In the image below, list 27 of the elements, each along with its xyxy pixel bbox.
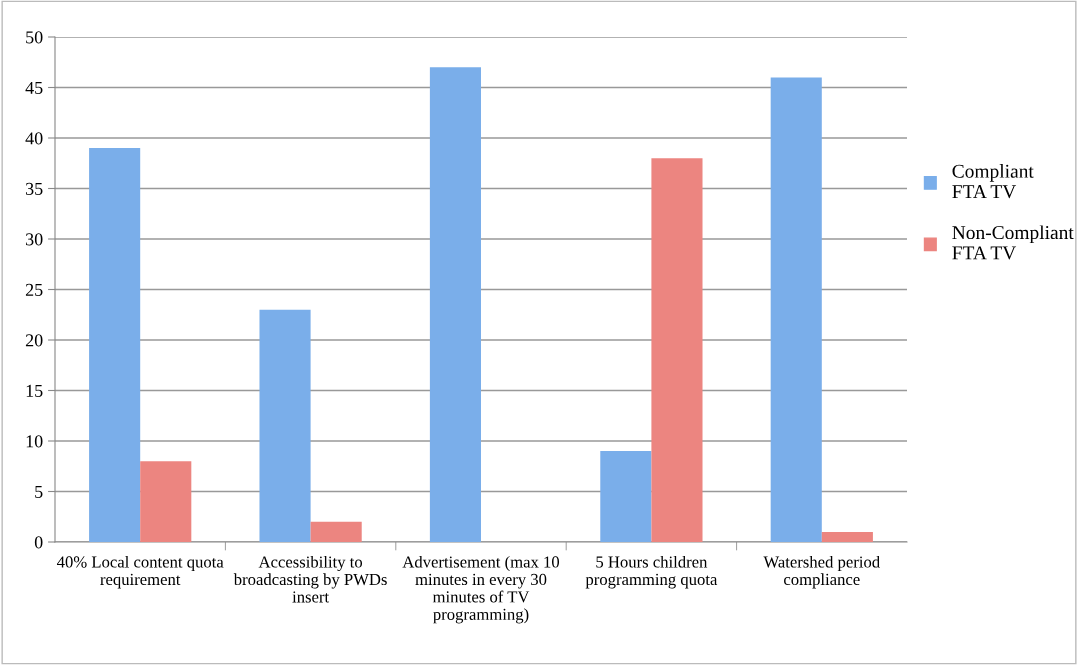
y-tick-label: 15 — [26, 384, 43, 397]
x-tick-label: Watershed period compliance — [763, 555, 880, 589]
bar — [600, 451, 652, 542]
bar — [310, 521, 362, 542]
y-tick-label: 40 — [25, 132, 43, 145]
y-tick-label: 10 — [26, 435, 43, 448]
x-tick-label: Accessibility to broadcasting by PWDs insert — [233, 555, 387, 603]
y-tick-label: 50 — [26, 31, 43, 44]
x-tick-label: 40% Local content quota requirement — [56, 555, 224, 589]
y-tick-label: 35 — [26, 182, 43, 195]
y-tick-label: 45 — [25, 81, 43, 94]
x-tick-label: 5 Hours children programming quota — [585, 555, 718, 589]
y-tick-label: 30 — [26, 233, 43, 246]
bar — [429, 67, 481, 542]
bar — [89, 148, 141, 542]
y-tick-label: 20 — [25, 334, 43, 347]
legend-label: Non-Compliant FTA TV — [952, 225, 1074, 260]
bar — [821, 531, 873, 542]
y-tick-label: 25 — [25, 283, 43, 296]
bar — [259, 309, 311, 542]
legend-label: Compliant FTA TV — [952, 164, 1034, 199]
bar — [651, 158, 703, 542]
bar — [140, 461, 192, 542]
y-tick-label: 0 — [34, 536, 43, 549]
y-tick-label: 5 — [35, 485, 43, 498]
x-tick-label: Advertisement (max 10 minutes in every 30 minutes of TV programming) — [402, 555, 560, 624]
bar — [770, 77, 822, 542]
